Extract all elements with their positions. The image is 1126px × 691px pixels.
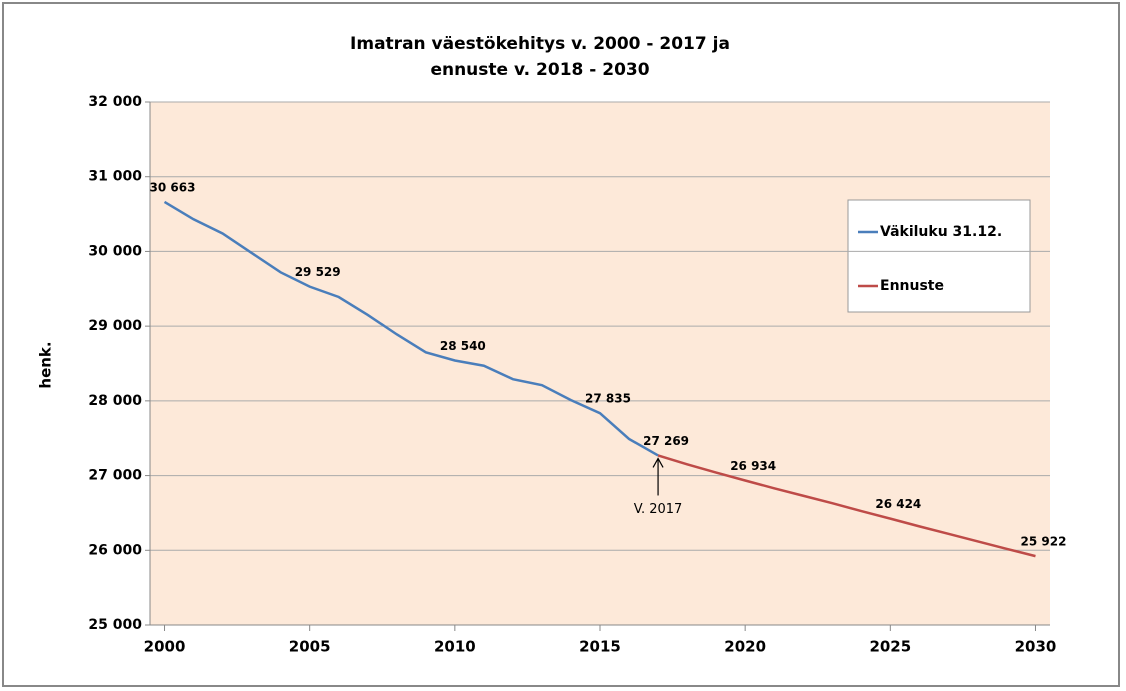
legend bbox=[847, 199, 1031, 313]
y-axis-label: henk. bbox=[37, 341, 55, 388]
x-tick-label: 2020 bbox=[724, 638, 766, 656]
data-label: 25 922 bbox=[1021, 535, 1067, 549]
series-line bbox=[657, 454, 1036, 558]
y-tick-label: 30 000 bbox=[88, 243, 142, 259]
data-label: 29 529 bbox=[295, 265, 341, 279]
legend-label: Väkiluku 31.12. bbox=[880, 224, 1002, 240]
x-tick-label: 2010 bbox=[434, 638, 476, 656]
y-tick-label: 29 000 bbox=[88, 318, 142, 334]
data-label: 26 424 bbox=[875, 497, 921, 511]
annotation: V. 2017 bbox=[634, 502, 683, 517]
chart-title: ennuste v. 2018 - 2030 bbox=[430, 60, 649, 80]
data-label: 27 269 bbox=[643, 434, 689, 448]
y-tick-label: 32 000 bbox=[88, 94, 142, 110]
data-label: 27 835 bbox=[585, 392, 631, 406]
annotation-arrowhead bbox=[652, 457, 664, 468]
y-tick-label: 25 000 bbox=[88, 617, 142, 633]
plot-area bbox=[150, 102, 1050, 625]
data-label: 30 663 bbox=[150, 180, 196, 194]
data-label: 28 540 bbox=[440, 339, 486, 353]
data-label: 26 934 bbox=[730, 459, 776, 473]
series-line bbox=[163, 200, 659, 457]
chart-title: Imatran väestökehitys v. 2000 - 2017 ja bbox=[350, 34, 730, 54]
x-tick-label: 2015 bbox=[579, 638, 621, 656]
x-tick-label: 2025 bbox=[869, 638, 911, 656]
legend-label: Ennuste bbox=[880, 278, 944, 294]
x-tick-label: 2005 bbox=[289, 638, 331, 656]
x-tick-label: 2030 bbox=[1015, 638, 1057, 656]
y-tick-label: 31 000 bbox=[88, 169, 142, 185]
y-tick-label: 28 000 bbox=[88, 393, 142, 409]
y-tick-label: 26 000 bbox=[88, 542, 142, 558]
x-tick-label: 2000 bbox=[144, 638, 186, 656]
y-tick-label: 27 000 bbox=[88, 468, 142, 484]
